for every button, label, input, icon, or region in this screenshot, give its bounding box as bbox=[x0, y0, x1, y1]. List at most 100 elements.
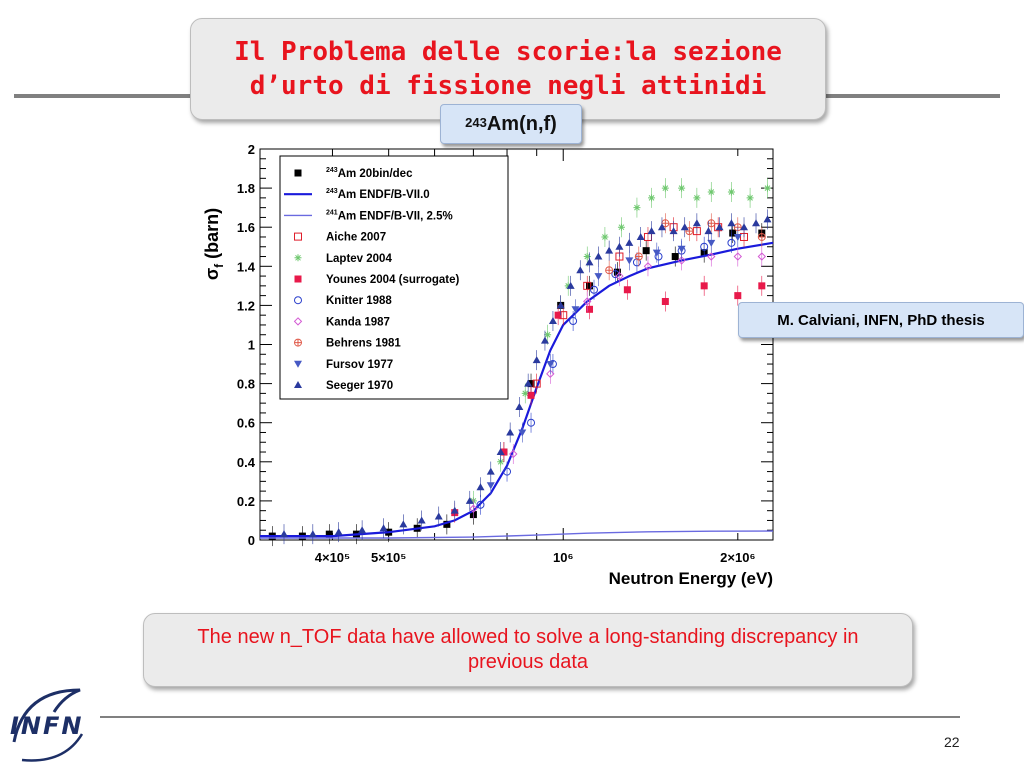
data-point bbox=[546, 369, 555, 379]
legend-isotope: 243 bbox=[326, 188, 338, 195]
legend-marker bbox=[294, 275, 302, 283]
x-tick-label: 2×10⁶ bbox=[720, 550, 755, 565]
data-point bbox=[661, 297, 669, 305]
legend-marker bbox=[294, 254, 302, 262]
data-point bbox=[678, 184, 686, 192]
data-point bbox=[647, 227, 656, 235]
data-point bbox=[657, 223, 666, 231]
conclusion-box: The new n_TOF data have allowed to solve… bbox=[143, 613, 913, 687]
series-10 bbox=[280, 209, 772, 545]
series-1 bbox=[260, 241, 774, 538]
data-point bbox=[704, 227, 713, 235]
y-tick-label: 1 bbox=[248, 338, 255, 353]
data-point bbox=[325, 530, 333, 538]
credit-label: M. Calviani, INFN, PhD thesis bbox=[738, 302, 1024, 338]
data-point bbox=[763, 184, 771, 192]
series-7 bbox=[469, 246, 767, 519]
legend-label: Fursov 1977 bbox=[326, 359, 393, 371]
data-point bbox=[569, 317, 578, 326]
data-point bbox=[661, 184, 669, 192]
data-point bbox=[308, 530, 317, 538]
data-point bbox=[586, 305, 594, 313]
data-point bbox=[632, 258, 641, 267]
data-point-cross bbox=[635, 253, 643, 261]
legend-marker-cross bbox=[294, 339, 302, 347]
logo-orbit-icon-lower bbox=[21, 733, 84, 762]
y-tick-label: 0.4 bbox=[237, 455, 256, 470]
legend-box bbox=[279, 155, 509, 400]
y-tick-label: 0 bbox=[248, 533, 255, 548]
data-point bbox=[548, 317, 557, 325]
data-point bbox=[613, 268, 621, 276]
title-box: Il Problema delle scorie:la sezione d’ur… bbox=[190, 18, 826, 120]
data-point bbox=[476, 483, 485, 491]
chart-subtitle-label: 243 Am(n,f) bbox=[440, 104, 582, 144]
data-point bbox=[586, 282, 594, 290]
data-point bbox=[757, 232, 766, 241]
data-point bbox=[707, 188, 715, 196]
data-point bbox=[527, 391, 535, 399]
y-tick-label: 2 bbox=[248, 142, 255, 157]
data-point bbox=[643, 262, 653, 271]
series-6 bbox=[476, 232, 736, 515]
data-point bbox=[532, 356, 541, 364]
data-point bbox=[399, 520, 408, 528]
legend-label: Kanda 1987 bbox=[326, 316, 390, 328]
data-point bbox=[379, 524, 388, 532]
data-point bbox=[527, 380, 535, 388]
data-point bbox=[707, 219, 716, 228]
data-point bbox=[486, 482, 495, 490]
data-point bbox=[733, 252, 743, 261]
page-number: 22 bbox=[944, 734, 960, 750]
data-point bbox=[544, 331, 552, 339]
legend-label: Aiche 2007 bbox=[326, 232, 386, 244]
data-point bbox=[576, 266, 585, 274]
data-point bbox=[280, 530, 289, 538]
data-point bbox=[590, 285, 599, 294]
data-point bbox=[417, 516, 426, 524]
legend-marker bbox=[294, 338, 302, 347]
data-point bbox=[518, 429, 527, 437]
legend-marker bbox=[294, 169, 302, 177]
data-point bbox=[594, 252, 603, 260]
data-point bbox=[734, 292, 742, 300]
legend-label: Seeger 1970 bbox=[326, 380, 393, 392]
data-point bbox=[500, 448, 508, 456]
y-tick-label: 1.8 bbox=[237, 181, 255, 196]
legend-label: 241Am ENDF/B-VII, 2.5% bbox=[326, 209, 453, 222]
infn-logo: INFN bbox=[10, 688, 84, 762]
data-point bbox=[566, 281, 575, 289]
data-point bbox=[707, 252, 716, 261]
legend-marker bbox=[294, 296, 302, 305]
logo-text: INFN bbox=[10, 712, 84, 740]
data-point bbox=[623, 286, 631, 294]
legend-label: Laptev 2004 bbox=[326, 253, 392, 265]
data-point bbox=[527, 418, 536, 427]
series-4 bbox=[469, 178, 771, 511]
x-tick-label: 5×10⁵ bbox=[371, 550, 406, 565]
legend-label: Knitter 1988 bbox=[326, 295, 392, 307]
data-point bbox=[601, 233, 609, 241]
data-point-cross bbox=[605, 266, 613, 274]
data-point bbox=[715, 223, 724, 231]
y-axis-subscript: f bbox=[212, 263, 226, 268]
x-tick-label: 10⁶ bbox=[553, 550, 573, 565]
data-point bbox=[615, 242, 624, 250]
data-point-cross bbox=[758, 233, 766, 241]
data-point bbox=[677, 256, 686, 265]
data-point bbox=[556, 301, 565, 309]
data-point bbox=[727, 238, 736, 247]
series-line bbox=[260, 241, 774, 538]
data-point bbox=[524, 379, 533, 387]
legend-marker bbox=[294, 232, 302, 241]
data-point bbox=[546, 361, 555, 369]
data-point bbox=[625, 238, 634, 246]
legend-marker bbox=[294, 381, 302, 388]
data-point bbox=[700, 282, 708, 290]
data-point bbox=[652, 249, 661, 257]
data-point bbox=[633, 204, 641, 212]
data-point-cross bbox=[707, 219, 715, 227]
data-point bbox=[469, 504, 478, 513]
data-point bbox=[583, 281, 592, 290]
data-point bbox=[334, 528, 343, 536]
